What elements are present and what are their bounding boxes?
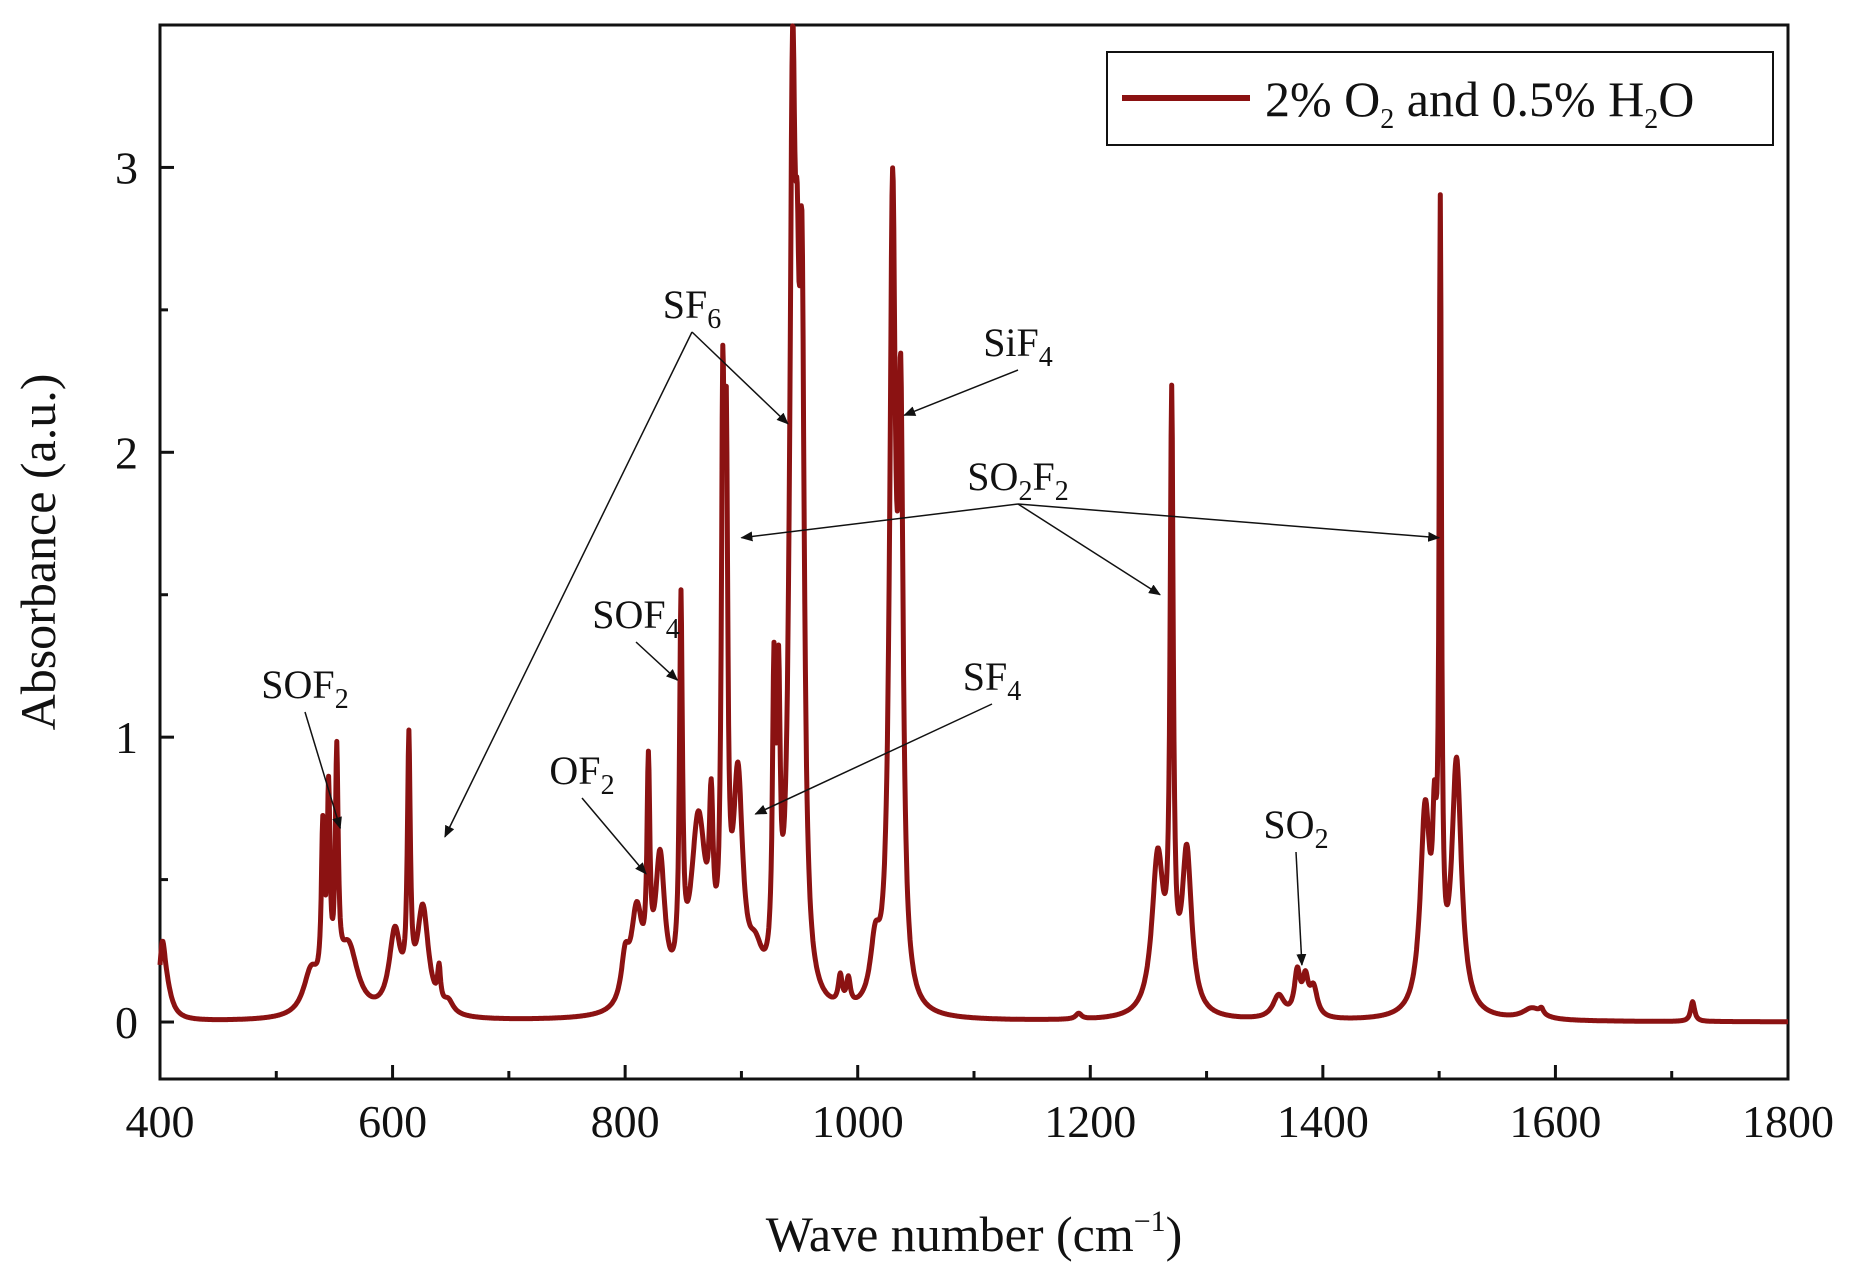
annotation-label: SO2 <box>1263 802 1328 855</box>
annotation-label: OF2 <box>549 748 614 801</box>
annotation-arrow <box>1017 503 1161 596</box>
annotation-sif4: SiF4 <box>903 320 1053 416</box>
y-tick-label: 1 <box>115 712 138 763</box>
annotation-arrow <box>581 797 647 875</box>
annotation-sf4: SF4 <box>754 654 1022 815</box>
annotation-label: SOF2 <box>261 662 348 715</box>
ticks <box>158 23 1790 1079</box>
annotation-arrow <box>635 641 679 681</box>
tick-labels: 400 600 800 1000 1200 1400 1600 1800 0 1 2 3 <box>115 142 1834 1147</box>
annotation-arrow <box>444 331 693 838</box>
annotation-label: SF6 <box>663 282 722 335</box>
annotation-arrow <box>1017 503 1441 542</box>
annotation-label: SOF4 <box>592 592 679 645</box>
x-tick-label: 600 <box>358 1096 427 1147</box>
x-tick-label: 800 <box>591 1096 660 1147</box>
x-tick-label: 1600 <box>1509 1096 1601 1147</box>
x-axis-title: Wave number (cm−1) <box>766 1205 1183 1262</box>
annotation-label: SF4 <box>963 654 1022 707</box>
annotation-sf6: SF6 <box>444 282 789 838</box>
annotation-sof4: SOF4 <box>592 592 680 681</box>
x-tick-label: 1800 <box>1742 1096 1834 1147</box>
series-line-2pct-o2-05pct-h2o <box>157 23 1790 1025</box>
annotation-so2f2: SO2F2 <box>740 454 1441 596</box>
x-tick-label: 400 <box>126 1096 195 1147</box>
annotation-arrow <box>304 711 342 830</box>
y-tick-label: 0 <box>115 997 138 1048</box>
y-tick-label: 2 <box>115 427 138 478</box>
legend: 2% O2 and 0.5% H2O <box>1106 51 1774 146</box>
annotation-of2: OF2 <box>549 748 647 875</box>
annotation-label: SO2F2 <box>967 454 1068 507</box>
annotation-arrow <box>903 369 1019 416</box>
x-tick-label: 1000 <box>812 1096 904 1147</box>
y-tick-label: 3 <box>115 142 138 193</box>
annotation-arrow <box>1295 851 1307 967</box>
x-tick-label: 1400 <box>1277 1096 1369 1147</box>
y-axis-title: Absorbance (a.u.) <box>10 374 66 731</box>
annotation-arrow <box>740 503 1019 542</box>
annotation-sof2: SOF2 <box>261 662 349 830</box>
annotations: SOF2 SF6 SiF4 SO2F2 SOF4 OF2 SF4 SO2 <box>261 282 1441 967</box>
annotation-so2: SO2 <box>1263 802 1329 967</box>
annotation-label: SiF4 <box>983 320 1053 373</box>
legend-label: 2% O2 and 0.5% H2O <box>1265 71 1694 135</box>
x-tick-label: 1200 <box>1044 1096 1136 1147</box>
annotation-arrow <box>691 331 789 425</box>
annotation-arrow <box>754 703 993 815</box>
